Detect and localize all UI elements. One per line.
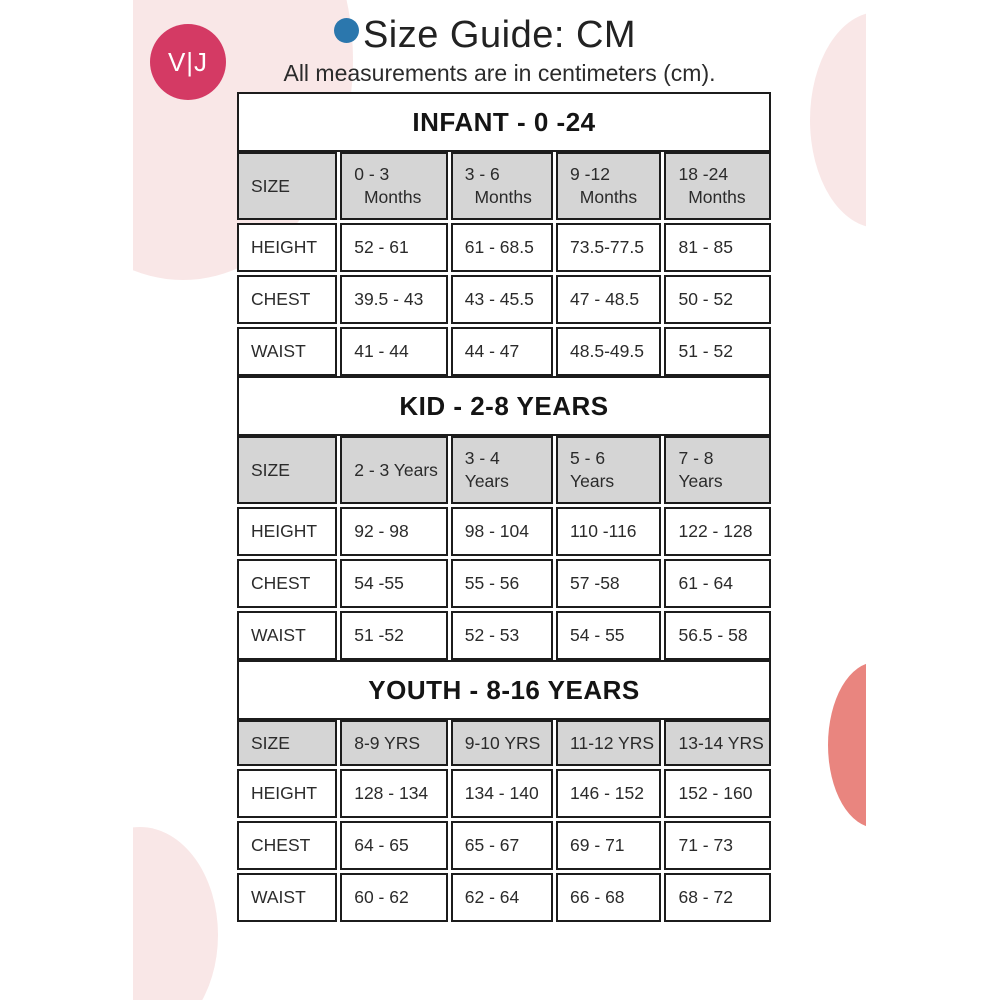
size-table-infant: SIZE 0 - 3 Months 3 - 6 Months 9 -12 Mon…	[234, 149, 774, 379]
table-row: HEIGHT 92 - 98 98 - 104 110 -116 122 - 1…	[237, 507, 771, 556]
col-header: 0 - 3 Months	[340, 152, 448, 220]
size-section-infant: INFANT - 0 -24 SIZE 0 - 3 Months 3 - 6 M…	[237, 92, 771, 379]
data-cell: 61 - 64	[664, 559, 771, 608]
size-tables-stack: INFANT - 0 -24 SIZE 0 - 3 Months 3 - 6 M…	[237, 92, 771, 922]
data-cell: 73.5-77.5	[556, 223, 662, 272]
data-cell: 41 - 44	[340, 327, 448, 376]
coral-blob-right	[828, 662, 866, 828]
data-cell: 62 - 64	[450, 873, 554, 922]
section-title: INFANT - 0 -24	[237, 92, 771, 152]
data-cell: 134 - 140	[450, 769, 554, 818]
data-cell: 43 - 45.5	[450, 275, 554, 324]
size-section-youth: YOUTH - 8-16 YEARS SIZE 8-9 YRS 9-10 YRS…	[237, 660, 771, 925]
table-header-row: SIZE 0 - 3 Months 3 - 6 Months 9 -12 Mon…	[237, 152, 771, 220]
table-row: CHEST 64 - 65 65 - 67 69 - 71 71 - 73	[237, 821, 771, 870]
data-cell: 54 -55	[340, 559, 448, 608]
data-cell: 69 - 71	[556, 821, 662, 870]
col-header: 11-12 YRS	[556, 720, 662, 766]
data-cell: 39.5 - 43	[340, 275, 448, 324]
table-header-row: SIZE 8-9 YRS 9-10 YRS 11-12 YRS 13-14 YR…	[237, 720, 771, 766]
size-header-cell: SIZE	[237, 720, 338, 766]
page-subtitle: All measurements are in centimeters (cm)…	[283, 60, 716, 86]
data-cell: 47 - 48.5	[556, 275, 662, 324]
table-row: HEIGHT 128 - 134 134 - 140 146 - 152 152…	[237, 769, 771, 818]
data-cell: 48.5-49.5	[556, 327, 662, 376]
data-cell: 54 - 55	[556, 611, 662, 660]
logo-blue-dot	[334, 18, 359, 43]
data-cell: 55 - 56	[450, 559, 554, 608]
size-table-youth: SIZE 8-9 YRS 9-10 YRS 11-12 YRS 13-14 YR…	[234, 717, 774, 925]
data-cell: 52 - 61	[340, 223, 448, 272]
col-header: 3 - 4 Years	[450, 436, 554, 504]
table-row: HEIGHT 52 - 61 61 - 68.5 73.5-77.5 81 - …	[237, 223, 771, 272]
table-row: CHEST 39.5 - 43 43 - 45.5 47 - 48.5 50 -…	[237, 275, 771, 324]
col-header: 8-9 YRS	[340, 720, 448, 766]
row-label: CHEST	[237, 559, 338, 608]
section-title: KID - 2-8 YEARS	[237, 376, 771, 436]
data-cell: 57 -58	[556, 559, 662, 608]
data-cell: 110 -116	[556, 507, 662, 556]
data-cell: 52 - 53	[450, 611, 554, 660]
data-cell: 51 -52	[340, 611, 448, 660]
data-cell: 81 - 85	[664, 223, 771, 272]
table-row: WAIST 51 -52 52 - 53 54 - 55 56.5 - 58	[237, 611, 771, 660]
row-label: WAIST	[237, 327, 338, 376]
col-header: 3 - 6 Months	[450, 152, 554, 220]
data-cell: 68 - 72	[664, 873, 771, 922]
data-cell: 152 - 160	[664, 769, 771, 818]
data-cell: 92 - 98	[340, 507, 448, 556]
section-title: YOUTH - 8-16 YEARS	[237, 660, 771, 720]
size-table-kid: SIZE 2 - 3 Years 3 - 4 Years 5 - 6 Years…	[234, 433, 774, 663]
data-cell: 44 - 47	[450, 327, 554, 376]
row-label: HEIGHT	[237, 223, 338, 272]
data-cell: 65 - 67	[450, 821, 554, 870]
row-label: CHEST	[237, 275, 338, 324]
col-header: 9-10 YRS	[450, 720, 554, 766]
col-header: 9 -12 Months	[556, 152, 662, 220]
size-header-cell: SIZE	[237, 436, 338, 504]
brand-logo-text: V|J	[167, 46, 209, 77]
col-header: 7 - 8 Years	[664, 436, 771, 504]
page-header: Size Guide: CM All measurements are in c…	[133, 14, 866, 87]
table-row: CHEST 54 -55 55 - 56 57 -58 61 - 64	[237, 559, 771, 608]
brand-logo: V|J	[150, 24, 226, 100]
size-section-kid: KID - 2-8 YEARS SIZE 2 - 3 Years 3 - 4 Y…	[237, 376, 771, 663]
page-title: Size Guide: CM	[362, 14, 637, 56]
table-row: WAIST 41 - 44 44 - 47 48.5-49.5 51 - 52	[237, 327, 771, 376]
row-label: WAIST	[237, 611, 338, 660]
data-cell: 128 - 134	[340, 769, 448, 818]
row-label: HEIGHT	[237, 507, 338, 556]
row-label: HEIGHT	[237, 769, 338, 818]
data-cell: 122 - 128	[664, 507, 771, 556]
data-cell: 56.5 - 58	[664, 611, 771, 660]
col-header: 13-14 YRS	[664, 720, 771, 766]
table-header-row: SIZE 2 - 3 Years 3 - 4 Years 5 - 6 Years…	[237, 436, 771, 504]
data-cell: 50 - 52	[664, 275, 771, 324]
data-cell: 71 - 73	[664, 821, 771, 870]
data-cell: 66 - 68	[556, 873, 662, 922]
pink-blob-bottom-left	[133, 827, 218, 1000]
data-cell: 51 - 52	[664, 327, 771, 376]
col-header: 2 - 3 Years	[340, 436, 448, 504]
col-header: 18 -24 Months	[664, 152, 771, 220]
col-header: 5 - 6 Years	[556, 436, 662, 504]
data-cell: 61 - 68.5	[450, 223, 554, 272]
data-cell: 64 - 65	[340, 821, 448, 870]
content-frame: V|J Size Guide: CM All measurements are …	[133, 0, 866, 1000]
size-header-cell: SIZE	[237, 152, 338, 220]
row-label: CHEST	[237, 821, 338, 870]
data-cell: 60 - 62	[340, 873, 448, 922]
data-cell: 98 - 104	[450, 507, 554, 556]
table-row: WAIST 60 - 62 62 - 64 66 - 68 68 - 72	[237, 873, 771, 922]
data-cell: 146 - 152	[556, 769, 662, 818]
row-label: WAIST	[237, 873, 338, 922]
